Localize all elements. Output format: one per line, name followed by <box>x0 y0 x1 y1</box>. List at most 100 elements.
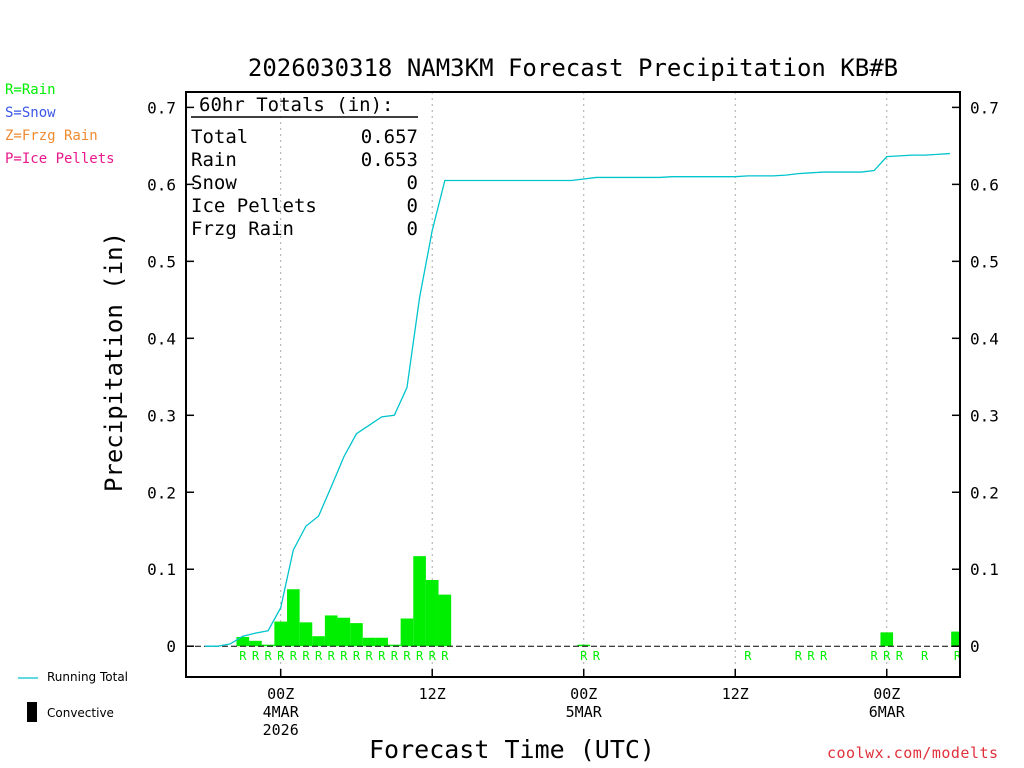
totals-row-label: Rain <box>191 149 237 171</box>
y-tick-label-right: 0.1 <box>970 560 999 579</box>
totals-row-value: 0 <box>407 218 418 240</box>
totals-row-label: Frzg Rain <box>191 218 294 240</box>
totals-row-value: 0 <box>407 172 418 194</box>
ptype-letter: R <box>315 649 323 663</box>
x-tick-label: 6MAR <box>869 703 906 721</box>
ptype-letter: R <box>264 649 272 663</box>
x-tick-label: 12Z <box>722 685 749 703</box>
precip-bar <box>400 618 414 647</box>
running-total-legend-label: Running Total <box>47 670 129 684</box>
ptype-letter: R <box>795 649 803 663</box>
ptype-letter: R <box>921 649 929 663</box>
precip-bar <box>312 636 325 647</box>
ptype-letter: R <box>807 649 815 663</box>
ptype-letter: R <box>820 649 828 663</box>
totals-row-value: 0 <box>407 195 418 217</box>
ptype-letter: R <box>403 649 411 663</box>
x-tick-label: 5MAR <box>566 703 603 721</box>
precip-bar <box>287 589 300 647</box>
ptype-letter: R <box>580 649 588 663</box>
credit-text: coolwx.com/modelts <box>827 744 999 762</box>
legend-snow: S=Snow <box>5 105 56 121</box>
ptype-letter: R <box>429 649 437 663</box>
totals-row-value: 0.657 <box>361 126 418 148</box>
precip-bar <box>324 615 338 647</box>
precip-bar <box>413 556 426 647</box>
y-tick-label-right: 0.6 <box>970 175 999 194</box>
convective-legend-label: Convective <box>47 706 114 720</box>
plot-frame <box>185 91 961 678</box>
y-tick-label-left: 0.4 <box>147 329 176 348</box>
y-tick-label-left: 0.5 <box>147 252 176 271</box>
ptype-letter: R <box>883 649 891 663</box>
x-axis-label: Forecast Time (UTC) <box>369 735 655 764</box>
ptype-letter: R <box>378 649 386 663</box>
x-tick-label: 12Z <box>419 685 446 703</box>
precip-bar <box>577 644 591 647</box>
x-tick-label: 00Z <box>267 685 294 703</box>
precip-bar <box>236 636 250 647</box>
convective-legend-swatch <box>27 702 37 722</box>
x-tick-label: 00Z <box>570 685 597 703</box>
ptype-letter: R <box>744 649 752 663</box>
y-tick-label-right: 0.7 <box>970 98 999 117</box>
ptype-letter: R <box>441 649 449 663</box>
running-total-line <box>204 152 950 647</box>
ptype-letter: R <box>593 649 601 663</box>
y-tick-label-left: 0.3 <box>147 406 176 425</box>
grid-lines <box>280 92 888 677</box>
ptype-letter: R <box>277 649 285 663</box>
ptype-letter: R <box>896 649 904 663</box>
precip-bar <box>337 617 351 647</box>
ptype-letter: R <box>340 649 348 663</box>
precip-bar <box>350 623 363 647</box>
precip-bar <box>951 631 959 647</box>
totals-box: 60hr Totals (in): Total 0.657 Rain 0.653 Snow… <box>191 94 418 240</box>
legend-rain: R=Rain <box>5 82 56 98</box>
totals-row-label: Ice Pellets <box>191 195 317 217</box>
y-axis-label: Precipitation (in) <box>100 232 128 492</box>
ptype-letter: R <box>290 649 298 663</box>
precip-bar <box>274 621 288 647</box>
totals-row-label: Snow <box>191 172 237 194</box>
ptype-letter: R <box>328 649 336 663</box>
y-tick-label-right: 0.2 <box>970 483 999 502</box>
legend-frzg-rain: Z=Frzg Rain <box>5 128 98 144</box>
precip-bar <box>375 637 389 647</box>
totals-row-label: Total <box>191 126 248 148</box>
y-tick-label-left: 0 <box>166 637 176 656</box>
precip-bar <box>388 644 401 647</box>
y-axis-ticks: 0 00.1 0.10.2 0.20.3 0.30.4 0.40.5 0.50.6 0.60.… <box>147 98 999 656</box>
y-tick-label-right: 0.4 <box>970 329 999 348</box>
precip-bars <box>236 556 959 647</box>
y-tick-label-right: 0 <box>970 637 980 656</box>
ptype-letter: R <box>416 649 424 663</box>
totals-row-value: 0.653 <box>361 149 418 171</box>
x-tick-label: 2026 <box>263 721 299 739</box>
x-tick-label: 00Z <box>873 685 900 703</box>
y-tick-label-right: 0.3 <box>970 406 999 425</box>
y-tick-label-right: 0.5 <box>970 252 999 271</box>
chart-title: 2026030318 NAM3KM Forecast Precipitation… <box>248 54 898 82</box>
ptype-letter: R <box>391 649 399 663</box>
x-tick-label: 4MAR <box>263 703 300 721</box>
precip-bar <box>362 637 376 647</box>
y-tick-label-left: 0.2 <box>147 483 176 502</box>
precip-bar <box>438 594 452 647</box>
legend-ice-pellets: P=Ice Pellets <box>5 151 115 167</box>
y-tick-label-left: 0.1 <box>147 560 176 579</box>
y-tick-label-left: 0.6 <box>147 175 176 194</box>
ptype-letter: R <box>365 649 373 663</box>
ptype-letter: R <box>252 649 260 663</box>
totals-header: 60hr Totals (in): <box>199 94 393 116</box>
y-tick-label-left: 0.7 <box>147 98 176 117</box>
precip-bar <box>249 640 262 647</box>
precip-bar <box>261 644 275 647</box>
ptype-letter: R <box>302 649 310 663</box>
ptype-letter: R <box>954 649 962 663</box>
precip-bar <box>880 632 894 647</box>
ptype-letter: R <box>239 649 247 663</box>
